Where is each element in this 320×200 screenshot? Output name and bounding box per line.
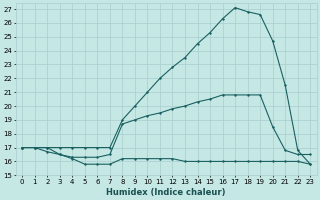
X-axis label: Humidex (Indice chaleur): Humidex (Indice chaleur) (107, 188, 226, 197)
